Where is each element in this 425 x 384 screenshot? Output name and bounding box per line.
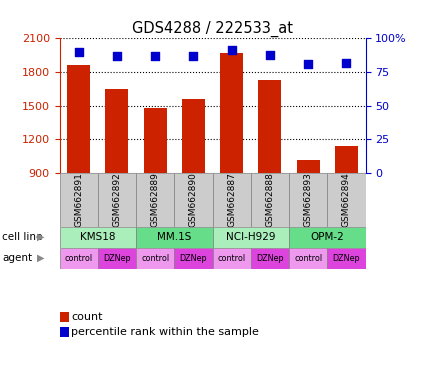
Text: cell line: cell line	[2, 232, 42, 242]
Text: control: control	[218, 254, 246, 263]
Text: count: count	[71, 312, 103, 322]
Bar	[327, 173, 366, 227]
Text: control: control	[294, 254, 322, 263]
Point	[305, 61, 312, 67]
Bar	[105, 89, 128, 173]
Bar	[174, 248, 212, 269]
Bar	[289, 227, 366, 248]
Bar	[297, 161, 320, 173]
Bar	[136, 248, 174, 269]
Text: percentile rank within the sample: percentile rank within the sample	[71, 327, 259, 337]
Point	[266, 51, 273, 58]
Text: NCI-H929: NCI-H929	[226, 232, 275, 242]
Text: KMS18: KMS18	[80, 232, 116, 242]
Text: MM.1S: MM.1S	[157, 232, 191, 242]
Bar	[182, 99, 205, 173]
Text: DZNep: DZNep	[332, 254, 360, 263]
Bar	[327, 248, 366, 269]
Bar	[251, 173, 289, 227]
Bar	[212, 248, 251, 269]
Text: control: control	[141, 254, 169, 263]
Bar	[60, 227, 136, 248]
Bar	[98, 248, 136, 269]
Text: GSM662890: GSM662890	[189, 172, 198, 227]
Point	[190, 53, 197, 59]
Point	[152, 53, 159, 59]
Point	[343, 60, 350, 66]
Bar	[212, 173, 251, 227]
Text: OPM-2: OPM-2	[310, 232, 344, 242]
Text: GSM662887: GSM662887	[227, 172, 236, 227]
Point	[228, 47, 235, 53]
Title: GDS4288 / 222533_at: GDS4288 / 222533_at	[132, 21, 293, 37]
Bar	[60, 248, 98, 269]
Bar	[289, 248, 327, 269]
Bar	[136, 173, 174, 227]
Text: DZNep: DZNep	[103, 254, 131, 263]
Bar	[335, 146, 358, 173]
Text: agent: agent	[2, 253, 32, 263]
Bar	[212, 227, 289, 248]
Text: GSM662892: GSM662892	[112, 172, 122, 227]
Text: GSM662889: GSM662889	[150, 172, 160, 227]
Text: GSM662893: GSM662893	[303, 172, 313, 227]
Bar	[98, 173, 136, 227]
Text: DZNep: DZNep	[179, 254, 207, 263]
Bar	[174, 173, 212, 227]
Text: GSM662894: GSM662894	[342, 172, 351, 227]
Text: GSM662891: GSM662891	[74, 172, 83, 227]
Text: control: control	[65, 254, 93, 263]
Bar	[220, 53, 243, 173]
Bar	[60, 173, 98, 227]
Bar	[258, 80, 281, 173]
Text: ▶: ▶	[37, 253, 45, 263]
Bar	[67, 65, 90, 173]
Text: DZNep: DZNep	[256, 254, 284, 263]
Bar	[136, 227, 212, 248]
Bar	[144, 108, 167, 173]
Point	[75, 49, 82, 55]
Bar	[251, 248, 289, 269]
Text: ▶: ▶	[37, 232, 45, 242]
Point	[113, 53, 120, 59]
Text: GSM662888: GSM662888	[265, 172, 275, 227]
Bar	[289, 173, 327, 227]
